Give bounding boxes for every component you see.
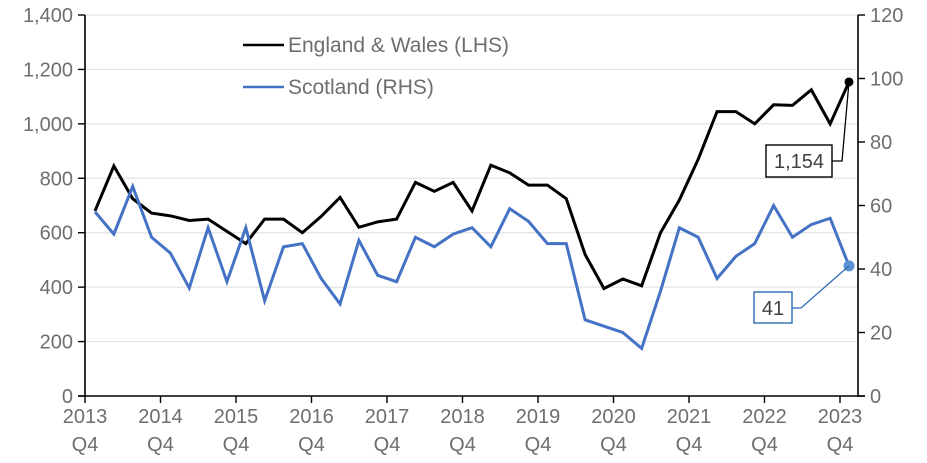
- legend-label-england-wales: England & Wales (LHS): [288, 34, 509, 57]
- left-tick-label: 800: [40, 168, 73, 190]
- callout-england-wales: 1,154: [765, 81, 850, 178]
- legend-item-england-wales: England & Wales (LHS): [243, 34, 509, 57]
- callout-box-england-wales: [765, 144, 833, 178]
- left-tick-label: 0: [62, 386, 73, 408]
- callouts: 1,154 41: [753, 81, 850, 324]
- callout-leader-scotland: [792, 265, 850, 309]
- x-tick-label-quarter: Q4: [147, 434, 174, 456]
- x-tick-label-quarter: Q4: [600, 434, 627, 456]
- series-line-england-wales: [93, 81, 851, 291]
- axes: [78, 15, 865, 397]
- x-tick-label-year: 2022: [742, 406, 787, 428]
- left-tick-label: 600: [40, 223, 73, 245]
- x-tick-label-year: 2016: [289, 406, 334, 428]
- callout-box-scotland: [753, 291, 793, 324]
- x-tick-label-year: 2015: [214, 406, 259, 428]
- callout-leader-england-wales: [832, 81, 850, 162]
- callout-scotland: 41: [753, 265, 850, 324]
- x-tick-label-year: 2021: [667, 406, 712, 428]
- x-axis-ticks: 2013 Q4 2014 Q4 2015 Q4 2016 Q4 2017 Q4 2018 Q4 2019…: [63, 396, 863, 456]
- right-tick-label: 0: [870, 386, 881, 408]
- left-tick-label: 1,400: [23, 5, 73, 27]
- legend: England & Wales (LHS) Scotland (RHS): [243, 34, 509, 99]
- callout-label-scotland: 41: [762, 298, 784, 320]
- x-tick-label-year: 2014: [138, 406, 183, 428]
- right-tick-label: 100: [870, 69, 903, 91]
- x-tick-label-quarter: Q4: [298, 434, 325, 456]
- legend-label-scotland: Scotland (RHS): [288, 76, 434, 99]
- x-tick-label-year: 2020: [591, 406, 636, 428]
- right-tick-label: 60: [870, 196, 892, 218]
- right-axis-ticks: 0 20 40 60 80 100 120: [858, 5, 903, 408]
- x-tick-label-year: 2018: [440, 406, 485, 428]
- x-tick-label-quarter: Q4: [374, 434, 401, 456]
- x-tick-label-year: 2013: [63, 406, 108, 428]
- left-axis-ticks: 0 200 400 600 800 1,000 1,200 1,400: [23, 5, 85, 408]
- series-line-scotland: [93, 182, 851, 351]
- legend-item-scotland: Scotland (RHS): [243, 76, 434, 99]
- x-tick-label-quarter: Q4: [827, 434, 854, 456]
- series-layer: [93, 77, 855, 351]
- x-tick-label-quarter: Q4: [449, 434, 476, 456]
- right-tick-label: 40: [870, 259, 892, 281]
- gridlines: [85, 14, 858, 343]
- right-tick-label: 80: [870, 132, 892, 154]
- x-tick-label-year: 2023: [818, 406, 863, 428]
- x-tick-label-quarter: Q4: [676, 434, 703, 456]
- right-tick-label: 20: [870, 323, 892, 345]
- callout-label-england-wales: 1,154: [774, 151, 824, 173]
- right-tick-label: 120: [870, 5, 903, 27]
- left-tick-label: 1,200: [23, 59, 73, 81]
- x-tick-label-year: 2019: [516, 406, 561, 428]
- x-tick-label-year: 2017: [365, 406, 410, 428]
- left-tick-label: 200: [40, 332, 73, 354]
- left-tick-label: 400: [40, 277, 73, 299]
- x-tick-label-quarter: Q4: [72, 434, 99, 456]
- x-tick-label-quarter: Q4: [525, 434, 552, 456]
- x-tick-label-quarter: Q4: [751, 434, 778, 456]
- left-tick-label: 1,000: [23, 114, 73, 136]
- x-tick-label-quarter: Q4: [223, 434, 250, 456]
